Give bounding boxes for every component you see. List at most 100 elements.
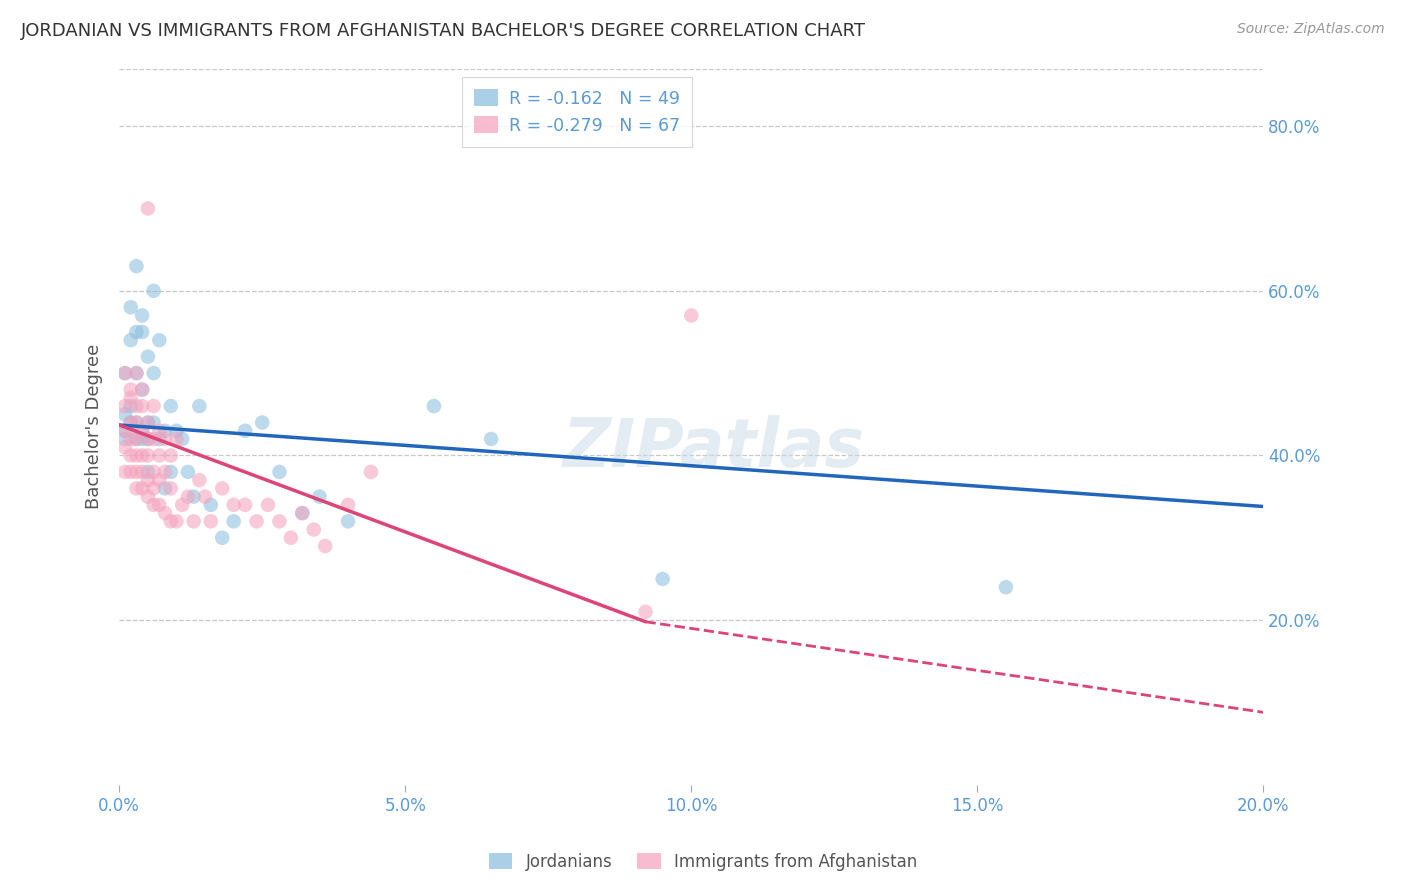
Point [114, 407, 136, 421]
Point [131, 424, 153, 438]
Point [131, 482, 153, 496]
Point [125, 325, 148, 339]
Point [125, 449, 148, 463]
Point [159, 399, 181, 413]
Point [114, 440, 136, 454]
Point [136, 350, 159, 364]
Point [136, 416, 159, 430]
Point [125, 432, 148, 446]
Point [148, 449, 170, 463]
Point [183, 514, 205, 528]
Point [166, 424, 188, 438]
Point [136, 473, 159, 487]
Point [114, 432, 136, 446]
Point [634, 605, 657, 619]
Point [148, 498, 170, 512]
Point [120, 416, 142, 430]
Point [423, 399, 446, 413]
Point [172, 498, 194, 512]
Point [114, 424, 136, 438]
Point [142, 366, 165, 380]
Point [114, 424, 136, 438]
Point [200, 498, 222, 512]
Point [142, 465, 165, 479]
Point [114, 399, 136, 413]
Point [308, 490, 330, 504]
Point [183, 490, 205, 504]
Point [337, 514, 360, 528]
Point [166, 432, 188, 446]
Point [222, 498, 245, 512]
Point [994, 580, 1017, 594]
Point [120, 432, 142, 446]
Point [269, 465, 291, 479]
Text: ZIPatlas: ZIPatlas [564, 415, 865, 481]
Point [114, 366, 136, 380]
Point [120, 300, 142, 314]
Point [131, 383, 153, 397]
Point [125, 465, 148, 479]
Point [136, 416, 159, 430]
Point [136, 449, 159, 463]
Point [148, 333, 170, 347]
Point [222, 514, 245, 528]
Point [125, 482, 148, 496]
Point [148, 432, 170, 446]
Point [245, 514, 267, 528]
Point [114, 465, 136, 479]
Point [131, 399, 153, 413]
Point [252, 416, 274, 430]
Point [337, 498, 360, 512]
Point [125, 399, 148, 413]
Point [120, 333, 142, 347]
Point [120, 391, 142, 405]
Point [651, 572, 673, 586]
Point [120, 416, 142, 430]
Point [302, 523, 325, 537]
Point [172, 432, 194, 446]
Point [114, 366, 136, 380]
Point [188, 473, 211, 487]
Point [142, 284, 165, 298]
Point [142, 498, 165, 512]
Point [166, 514, 188, 528]
Point [120, 449, 142, 463]
Y-axis label: Bachelor's Degree: Bachelor's Degree [86, 344, 103, 509]
Point [125, 416, 148, 430]
Point [120, 465, 142, 479]
Point [233, 498, 256, 512]
Point [177, 490, 200, 504]
Point [136, 465, 159, 479]
Point [200, 514, 222, 528]
Point [136, 202, 159, 216]
Point [269, 514, 291, 528]
Point [360, 465, 382, 479]
Point [291, 506, 314, 520]
Point [153, 432, 176, 446]
Point [131, 449, 153, 463]
Point [194, 490, 217, 504]
Point [280, 531, 302, 545]
Point [159, 514, 181, 528]
Point [153, 424, 176, 438]
Point [211, 482, 233, 496]
Point [177, 465, 200, 479]
Point [131, 432, 153, 446]
Point [136, 432, 159, 446]
Point [159, 465, 181, 479]
Point [479, 432, 502, 446]
Text: JORDANIAN VS IMMIGRANTS FROM AFGHANISTAN BACHELOR'S DEGREE CORRELATION CHART: JORDANIAN VS IMMIGRANTS FROM AFGHANISTAN… [21, 22, 866, 40]
Point [159, 449, 181, 463]
Point [153, 465, 176, 479]
Point [142, 482, 165, 496]
Point [125, 416, 148, 430]
Point [153, 482, 176, 496]
Point [136, 432, 159, 446]
Point [142, 432, 165, 446]
Point [131, 325, 153, 339]
Point [159, 482, 181, 496]
Point [136, 490, 159, 504]
Point [148, 473, 170, 487]
Point [188, 399, 211, 413]
Point [142, 399, 165, 413]
